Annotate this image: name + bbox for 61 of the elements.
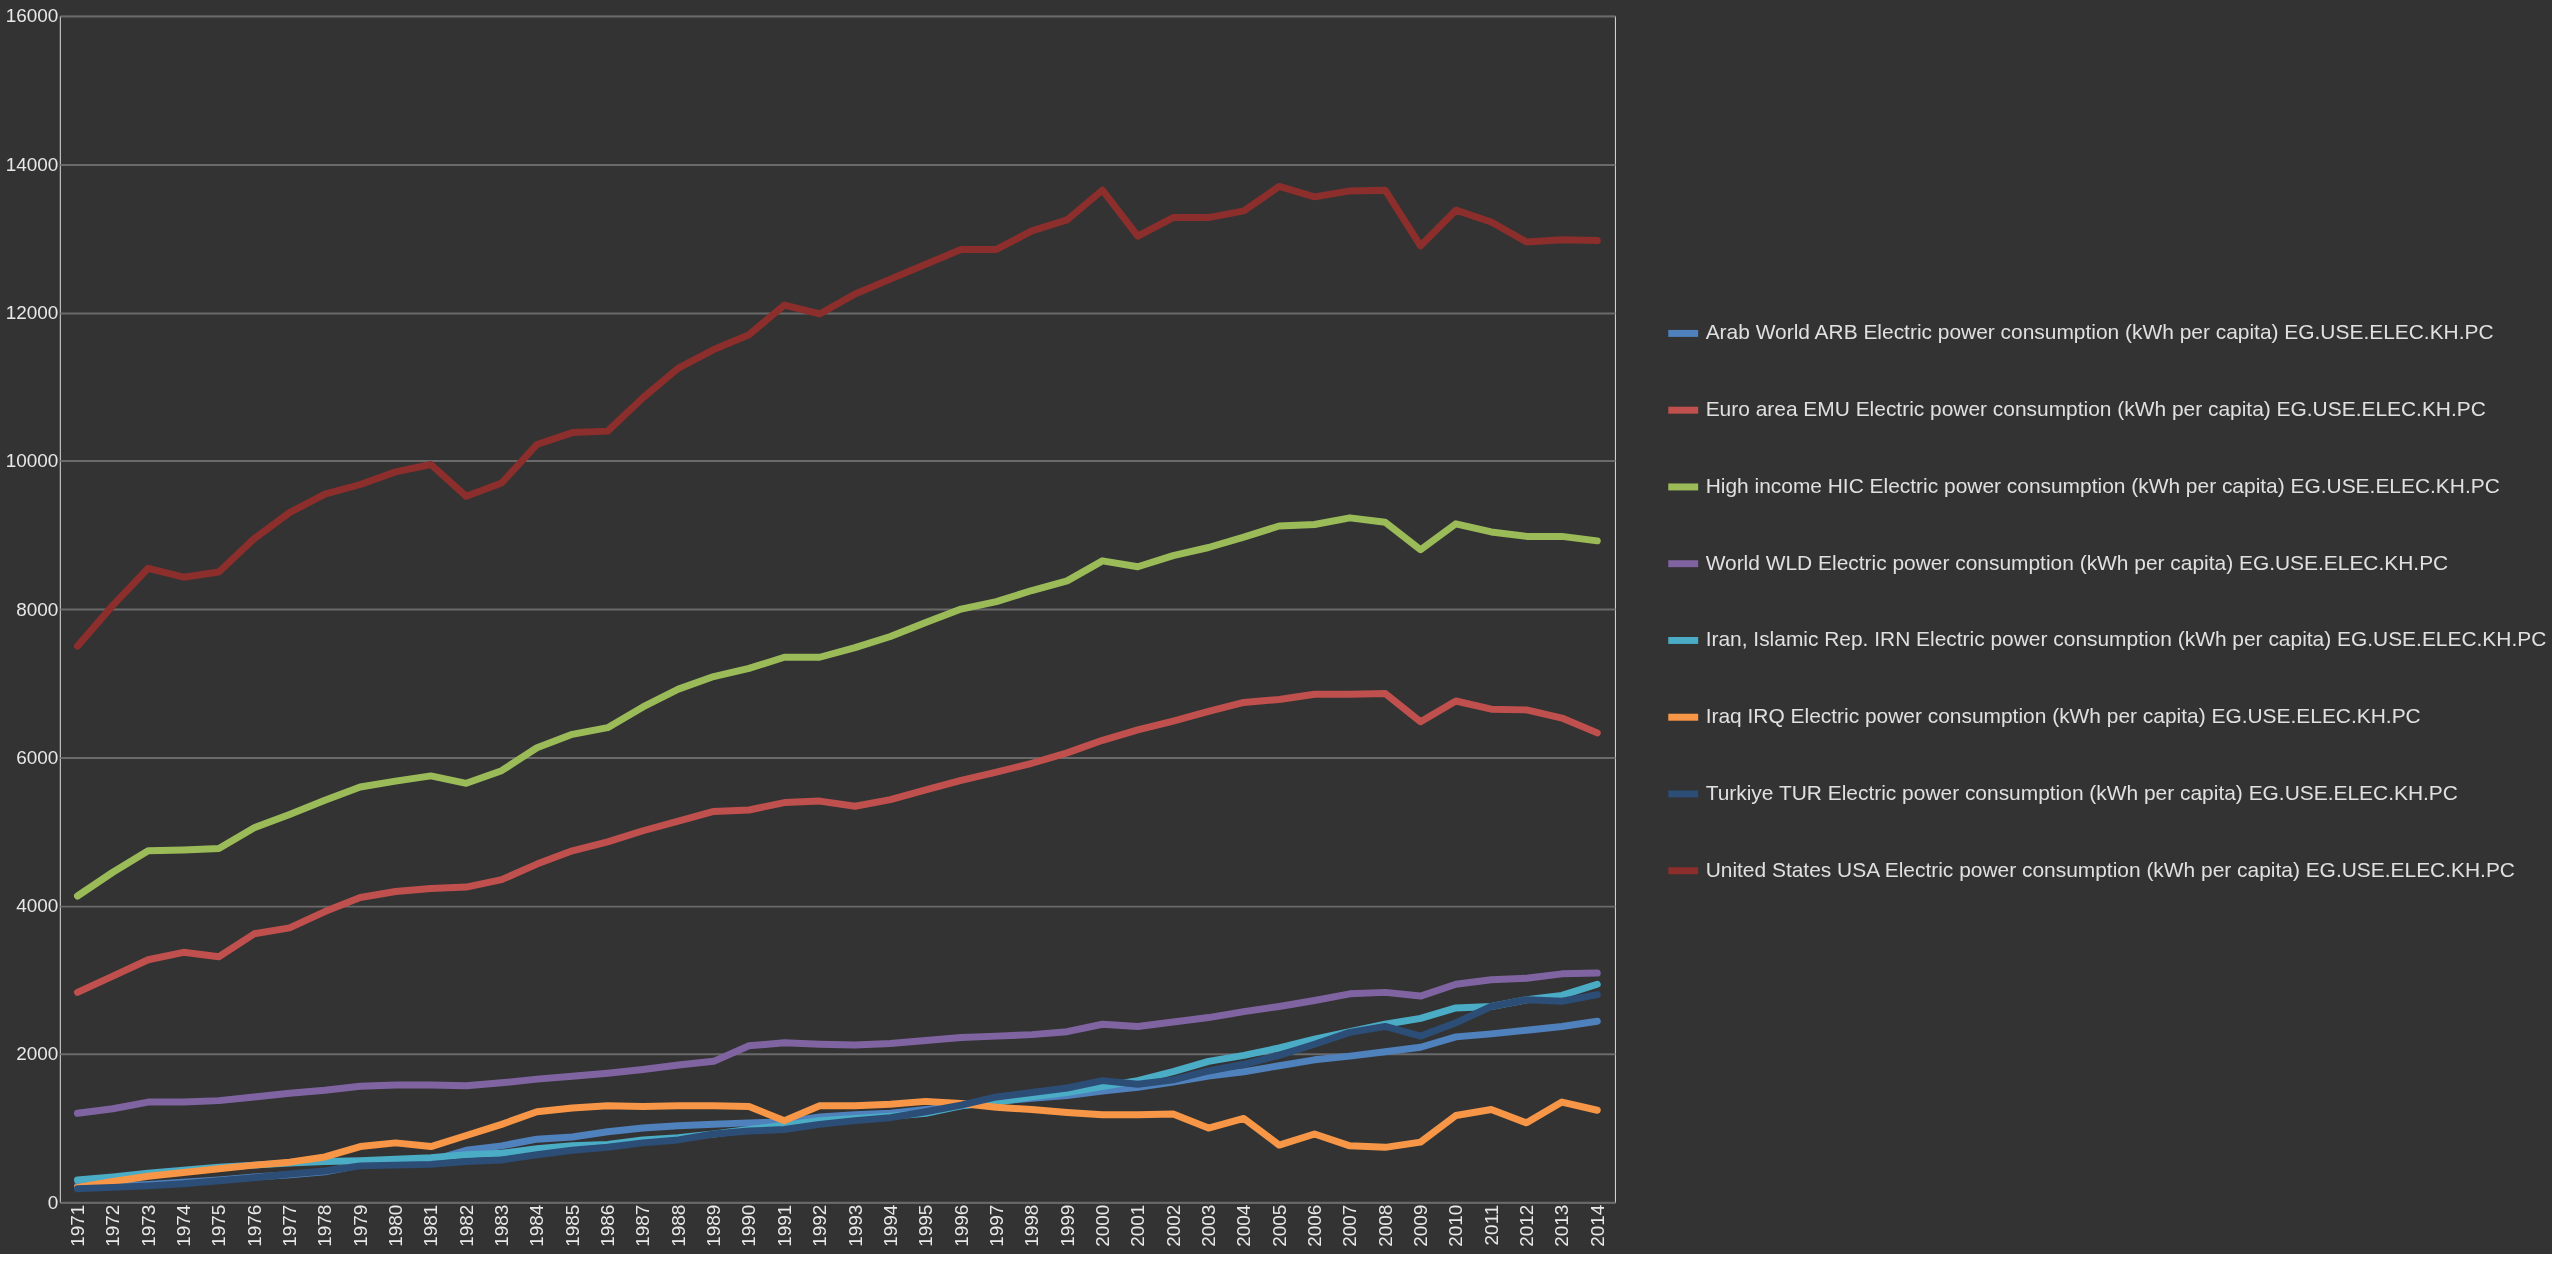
x-tick-label: 1981 — [420, 1204, 442, 1247]
y-tick-label: 16000 — [5, 5, 59, 27]
legend-label: Euro area EMU Electric power consumption (kWh per capita) EG.USE.ELEC.KH.PC — [1705, 397, 2486, 421]
x-tick-label: 1976 — [243, 1204, 265, 1247]
x-tick-label: 1988 — [667, 1204, 689, 1247]
x-tick-label: 1982 — [455, 1204, 477, 1247]
x-tick-label: 2006 — [1304, 1204, 1325, 1247]
x-tick-label: 1972 — [102, 1204, 124, 1247]
x-tick-label: 2001 — [1127, 1204, 1149, 1247]
y-tick-label: 12000 — [5, 301, 59, 323]
x-tick-label: 2011 — [1480, 1204, 1502, 1246]
legend-label: Turkiye TUR Electric power consumption (kWh per capita) EG.USE.ELEC.KH.PC — [1705, 780, 2458, 804]
x-tick-label: 1989 — [703, 1204, 725, 1247]
x-tick-label: 1977 — [279, 1204, 301, 1247]
legend-label: Iran, Islamic Rep. IRN Electric power consumption (kWh per capita) EG.USE.ELEC.KH.PC — [1705, 627, 2547, 651]
x-tick-label: 1993 — [844, 1204, 866, 1247]
x-tick-label: 1973 — [137, 1204, 159, 1247]
y-tick-label: 4000 — [16, 895, 59, 917]
x-tick-label: 1995 — [915, 1204, 937, 1247]
x-tick-label: 2008 — [1374, 1204, 1396, 1247]
y-tick-label: 2000 — [16, 1043, 59, 1065]
x-tick-label: 1986 — [597, 1204, 619, 1247]
y-tick-label: 10000 — [5, 450, 59, 472]
x-tick-label: 1978 — [314, 1204, 336, 1247]
x-tick-label: 1979 — [349, 1204, 371, 1247]
y-tick-label: 8000 — [16, 598, 59, 620]
legend-label: United States USA Electric power consumption (kWh per capita) EG.USE.ELEC.KH.PC — [1705, 857, 2515, 881]
x-tick-label: 1987 — [632, 1204, 654, 1247]
x-tick-label: 2003 — [1197, 1204, 1219, 1247]
x-tick-label: 2009 — [1410, 1204, 1432, 1247]
x-tick-label: 1980 — [385, 1204, 407, 1247]
x-tick-label: 1992 — [809, 1204, 831, 1247]
x-tick-label: 1984 — [526, 1204, 548, 1247]
x-tick-label: 2014 — [1586, 1204, 1608, 1247]
x-tick-label: 1985 — [561, 1204, 583, 1247]
legend-label: High income HIC Electric power consumption (kWh per capita) EG.USE.ELEC.KH.PC — [1705, 473, 2500, 497]
x-tick-label: 2000 — [1091, 1204, 1113, 1247]
y-tick-label: 14000 — [5, 153, 59, 175]
x-tick-label: 1997 — [985, 1204, 1007, 1247]
x-tick-label: 1975 — [208, 1204, 230, 1247]
x-tick-label: 2002 — [1162, 1204, 1184, 1247]
x-tick-label: 2007 — [1339, 1204, 1361, 1247]
x-tick-label: 1971 — [66, 1204, 88, 1247]
x-tick-label: 2005 — [1268, 1204, 1290, 1247]
x-tick-label: 1999 — [1056, 1204, 1078, 1247]
x-tick-label: 2012 — [1516, 1204, 1538, 1247]
x-tick-label: 1991 — [773, 1204, 795, 1247]
x-tick-label: 1998 — [1021, 1204, 1043, 1247]
x-tick-label: 2013 — [1551, 1204, 1573, 1247]
y-tick-label: 0 — [47, 1191, 59, 1213]
legend-label: World WLD Electric power consumption (kWh per capita) EG.USE.ELEC.KH.PC — [1705, 550, 2449, 574]
y-tick-label: 6000 — [16, 746, 59, 768]
x-tick-label: 1983 — [491, 1204, 513, 1247]
x-tick-label: 2004 — [1233, 1204, 1255, 1247]
x-tick-label: 1994 — [879, 1204, 901, 1247]
x-tick-label: 1974 — [173, 1204, 194, 1247]
legend-label: Iraq IRQ Electric power consumption (kWh per capita) EG.USE.ELEC.KH.PC — [1705, 704, 2421, 728]
x-tick-label: 1996 — [950, 1204, 972, 1247]
legend-label: Arab World ARB Electric power consumption (kWh per capita) EG.USE.ELEC.KH.PC — [1705, 320, 2494, 344]
x-tick-label: 2010 — [1445, 1204, 1467, 1247]
x-tick-label: 1990 — [738, 1204, 760, 1247]
